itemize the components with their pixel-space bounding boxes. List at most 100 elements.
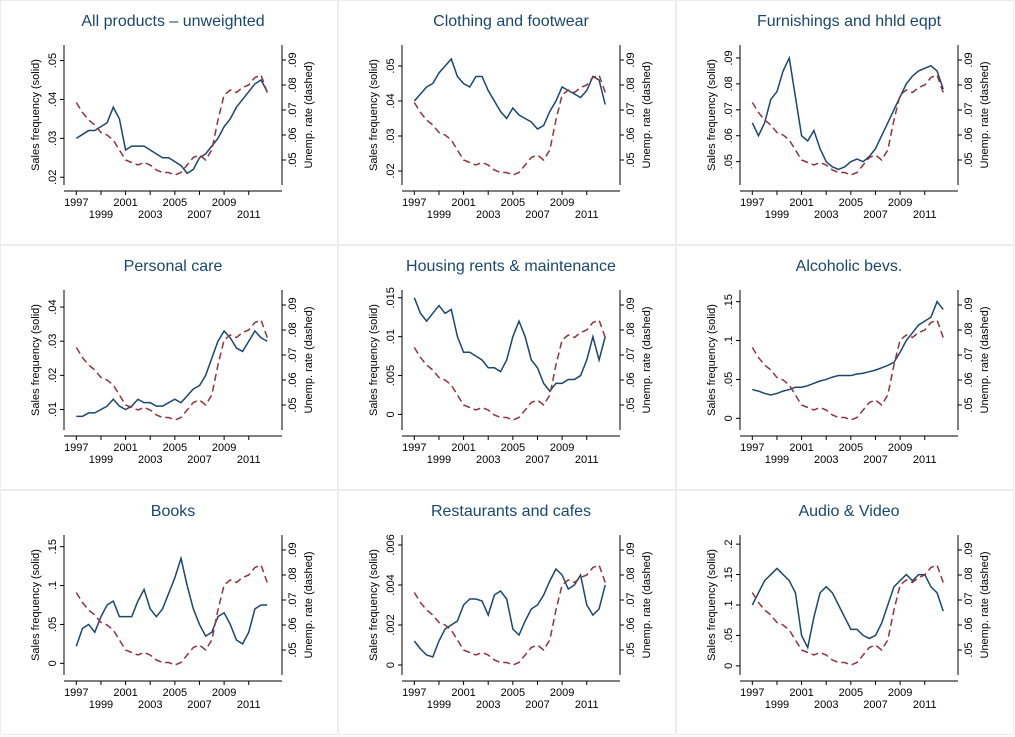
chart-title: Audio & Video bbox=[798, 503, 899, 520]
x-tick-label: 1997 bbox=[64, 442, 88, 454]
panel: Alcoholic bevs. 0 .05 .1 .15 .05 .06 .07 .08 .09 1… bbox=[676, 245, 1014, 490]
y-tick-label: .15 bbox=[723, 567, 735, 582]
y2-tick-label: .07 bbox=[287, 592, 299, 607]
y-tick-label: .15 bbox=[47, 539, 59, 554]
solid-line bbox=[751, 55, 944, 171]
x-tick-label: 2007 bbox=[863, 209, 887, 221]
y-tick-label: .004 bbox=[385, 574, 397, 595]
x-tick-label: 1997 bbox=[402, 687, 426, 699]
y2-tick-label: .07 bbox=[963, 102, 975, 117]
y2-tick-label: .08 bbox=[287, 567, 299, 582]
y-tick-label: .04 bbox=[47, 299, 59, 314]
dashed-line bbox=[75, 319, 268, 421]
y2-tick-label: .09 bbox=[625, 52, 637, 67]
y-tick-label: .07 bbox=[723, 102, 735, 117]
y2-tick-label: .08 bbox=[287, 77, 299, 92]
y2-tick-label: .06 bbox=[287, 372, 299, 387]
y2-axis-title: Unemp. rate (dashed) bbox=[641, 552, 653, 659]
solid-line bbox=[413, 57, 606, 130]
y-tick-label: .02 bbox=[47, 368, 59, 383]
y-tick-label: .1 bbox=[723, 600, 735, 609]
y-tick-label: 0 bbox=[723, 415, 735, 421]
panel-border bbox=[676, 0, 1014, 245]
chart-title: Clothing and footwear bbox=[433, 13, 589, 30]
panel-border bbox=[676, 490, 1014, 735]
solid-line bbox=[76, 329, 268, 418]
y2-tick-label: .05 bbox=[287, 397, 299, 412]
x-tick-label: 1999 bbox=[765, 209, 789, 221]
panel: Personal care .01 .02 .03 .04 .05 .06 .07 .08 .09… bbox=[0, 245, 338, 490]
y2-tick-label: .08 bbox=[625, 567, 637, 582]
panel: Audio & Video 0 .05 .1 .15 .2 .05 .06 .07 .08 .09 1… bbox=[676, 490, 1014, 735]
x-tick-label: 2009 bbox=[888, 197, 912, 209]
solid-line bbox=[75, 78, 268, 175]
y-tick-label: .015 bbox=[385, 287, 397, 308]
y-tick-label: .006 bbox=[385, 534, 397, 555]
x-tick-label: 1999 bbox=[765, 699, 789, 711]
y2-axis-title: Unemp. rate (dashed) bbox=[303, 62, 315, 169]
x-tick-label: 2009 bbox=[550, 687, 574, 699]
x-tick-label: 2003 bbox=[476, 699, 500, 711]
y2-tick-label: .05 bbox=[625, 152, 637, 167]
x-tick-label: 2007 bbox=[525, 209, 549, 221]
y-tick-label: .01 bbox=[47, 402, 59, 417]
y-tick-label: .05 bbox=[723, 154, 735, 169]
dashed-line bbox=[751, 564, 944, 666]
y-tick-label: .15 bbox=[723, 294, 735, 309]
y2-tick-label: .06 bbox=[625, 372, 637, 387]
chart-title: All products – unweighted bbox=[81, 13, 264, 30]
y2-tick-label: .09 bbox=[963, 297, 975, 312]
x-tick-label: 2007 bbox=[863, 454, 887, 466]
x-tick-label: 2003 bbox=[814, 699, 838, 711]
x-tick-label: 1997 bbox=[64, 197, 88, 209]
x-tick-label: 2009 bbox=[888, 442, 912, 454]
solid-line bbox=[413, 297, 606, 393]
y-tick-label: .1 bbox=[47, 581, 59, 590]
y-tick-label: .04 bbox=[385, 93, 397, 108]
y2-tick-label: .05 bbox=[625, 397, 637, 412]
x-tick-label: 1997 bbox=[740, 442, 764, 454]
chart-title: Housing rents & maintenance bbox=[406, 258, 616, 275]
y-tick-label: .002 bbox=[385, 614, 397, 635]
y-tick-label: 0 bbox=[385, 662, 397, 668]
y2-tick-label: .07 bbox=[963, 592, 975, 607]
dashed-line bbox=[413, 74, 606, 176]
y2-tick-label: .09 bbox=[963, 52, 975, 67]
x-tick-label: 2001 bbox=[451, 687, 475, 699]
chart-title: Books bbox=[151, 503, 195, 520]
y2-tick-label: .09 bbox=[287, 52, 299, 67]
y-tick-label: .05 bbox=[723, 628, 735, 643]
y2-tick-label: .08 bbox=[963, 77, 975, 92]
x-tick-label: 2011 bbox=[575, 209, 599, 221]
y-tick-label: .03 bbox=[47, 131, 59, 146]
y2-tick-label: .05 bbox=[963, 642, 975, 657]
y-axis-title: Sales frequency (solid) bbox=[706, 549, 718, 661]
y2-tick-label: .06 bbox=[287, 127, 299, 142]
chart-title: Restaurants and cafes bbox=[431, 503, 591, 520]
x-tick-label: 1999 bbox=[427, 454, 451, 466]
dashed-line bbox=[413, 319, 606, 421]
dashed-line bbox=[751, 74, 944, 176]
panel-border bbox=[338, 245, 676, 490]
y2-tick-label: .07 bbox=[625, 347, 637, 362]
y2-axis-title: Unemp. rate (dashed) bbox=[641, 62, 653, 169]
x-tick-label: 2009 bbox=[212, 687, 236, 699]
y-tick-label: .03 bbox=[47, 334, 59, 349]
panel-border bbox=[676, 245, 1014, 490]
y2-tick-label: .09 bbox=[625, 297, 637, 312]
x-tick-label: 2011 bbox=[913, 699, 937, 711]
x-tick-label: 2003 bbox=[814, 454, 838, 466]
y2-tick-label: .07 bbox=[625, 592, 637, 607]
panel: All products – unweighted .02 .03 .04 .05 .05… bbox=[0, 0, 338, 245]
x-tick-label: 2001 bbox=[113, 197, 137, 209]
y2-tick-label: .08 bbox=[963, 567, 975, 582]
x-tick-label: 1997 bbox=[402, 197, 426, 209]
y2-tick-label: .08 bbox=[625, 77, 637, 92]
x-tick-label: 1999 bbox=[89, 209, 113, 221]
x-tick-label: 2011 bbox=[237, 209, 261, 221]
y2-tick-label: .05 bbox=[287, 152, 299, 167]
y-tick-label: .2 bbox=[723, 540, 735, 549]
panel: Restaurants and cafes 0 .002 .004 .006 .05 .06… bbox=[338, 490, 676, 735]
y2-axis-title: Unemp. rate (dashed) bbox=[979, 62, 991, 169]
